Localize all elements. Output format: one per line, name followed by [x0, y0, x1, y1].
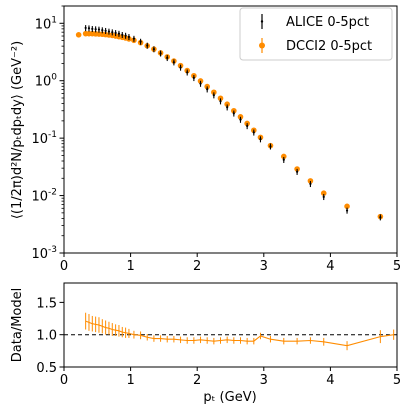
- alice-point: [127, 34, 131, 41]
- legend-marker-dcci2: [259, 38, 265, 53]
- alice-point: [232, 110, 235, 117]
- spectrum-y-tick-label: 10-3: [31, 245, 57, 262]
- legend-label-alice: ALICE 0-5pct: [286, 15, 369, 30]
- alice-point: [94, 26, 97, 33]
- alice-point: [296, 168, 299, 175]
- alice-point: [219, 98, 222, 105]
- ratio-y-tick-label: 1.5: [36, 296, 57, 311]
- alice-point: [252, 129, 255, 136]
- alice-point: [246, 123, 249, 130]
- x-axis-label: pₜ (GeV): [203, 390, 256, 405]
- spectrum-plot-area: [75, 25, 384, 221]
- spectrum-y-axis-label: ⟨(1/2π)d²N/pₜdpₜdy⟩ (GeV⁻²): [10, 41, 25, 219]
- alice-point: [146, 42, 149, 49]
- legend-label-dcci2: DCCI2 0-5pct: [286, 39, 372, 54]
- dcci2-point: [307, 178, 314, 184]
- alice-point: [84, 25, 87, 32]
- spectrum-x-tick-label: 5: [393, 259, 401, 274]
- legend-frame: [239, 7, 393, 61]
- ratio-y-axis-label: Data/Model: [10, 288, 25, 362]
- spectrum-x-tick-label: 4: [326, 259, 334, 274]
- alice-point: [345, 207, 349, 214]
- alice-point: [159, 50, 162, 57]
- alice-point: [206, 86, 209, 93]
- spectrum-x-tick-label: 1: [126, 259, 134, 274]
- spectrum-y-tick-label: 101: [35, 15, 57, 32]
- alice-point: [121, 31, 124, 38]
- dcci2-point: [320, 190, 327, 196]
- alice-point: [309, 181, 312, 188]
- alice-point: [87, 25, 91, 32]
- alice-point: [172, 59, 175, 66]
- spectrum-x-tick-label: 3: [260, 259, 268, 274]
- ratio-ticks: 0 1 2 3 4 5 0.5 1.0 1.5: [36, 296, 401, 388]
- alice-point: [199, 80, 202, 87]
- ratio-x-tick-label: 1: [126, 373, 134, 388]
- ratio-y-tick-label: 1.0: [36, 329, 57, 344]
- spectrum-x-tick-label: 0: [60, 259, 68, 274]
- ratio-x-tick-label: 5: [393, 373, 401, 388]
- alice-point: [97, 26, 101, 33]
- alice-point: [101, 27, 104, 34]
- spectrum-x-tick-label: 2: [193, 259, 201, 274]
- alice-point: [139, 38, 142, 45]
- dcci2-point: [280, 153, 287, 160]
- alice-point: [259, 136, 262, 143]
- ratio-line: [85, 320, 394, 347]
- ratio-x-tick-label: 2: [193, 373, 201, 388]
- alice-point: [91, 26, 94, 33]
- alice-point: [282, 156, 285, 163]
- alice-point: [152, 46, 156, 53]
- spectrum-y-tick-label: 100: [35, 73, 58, 90]
- alice-point: [104, 27, 107, 34]
- dcci2-point: [75, 32, 82, 38]
- legend-marker-alice: [260, 14, 264, 29]
- alice-point: [166, 55, 169, 62]
- ratio-x-tick-label: 3: [260, 373, 268, 388]
- alice-point: [192, 75, 195, 82]
- alice-point: [111, 29, 114, 36]
- dcci2-point: [211, 89, 217, 96]
- spectrum-y-tick-label: 10-2: [31, 188, 57, 205]
- ratio-axes-frame: [63, 282, 398, 368]
- alice-point: [179, 64, 182, 71]
- alice-point: [132, 35, 136, 42]
- spectrum-ticks: 0 1 2 3 4 5 10-3 10-2 10-1 100 101: [31, 5, 401, 274]
- dcci2-point: [224, 101, 230, 108]
- ratio-y-tick-label: 0.5: [36, 361, 57, 376]
- ratio-x-tick-label: 0: [60, 373, 68, 388]
- alice-point: [322, 194, 325, 201]
- alice-point: [114, 30, 117, 37]
- spectrum-panel: 0 1 2 3 4 5 10-3 10-2 10-1 100 101 ⟨(1/2π)d²N/pₜdp…: [10, 5, 401, 274]
- alice-point: [226, 104, 229, 111]
- alice-point: [379, 214, 382, 221]
- alice-point: [107, 28, 111, 35]
- alice-point: [124, 32, 127, 39]
- ratio-panel: 0 1 2 3 4 5 0.5 1.0 1.5 Data/Model pₜ (GeV): [10, 282, 401, 405]
- legend: ALICE 0-5pct DCCI2 0-5pct: [239, 7, 393, 61]
- alice-point: [117, 30, 121, 37]
- alice-point: [186, 69, 189, 76]
- ratio-plot-area: [64, 312, 397, 351]
- dcci2-point: [344, 203, 350, 210]
- alice-point: [269, 143, 272, 150]
- dcci2-point: [217, 95, 224, 102]
- alice-point: [212, 92, 215, 99]
- alice-point: [239, 116, 242, 123]
- spectrum-y-tick-label: 10-1: [31, 130, 57, 147]
- spectrum-axes-frame: [63, 5, 398, 254]
- ratio-x-tick-label: 4: [326, 373, 334, 388]
